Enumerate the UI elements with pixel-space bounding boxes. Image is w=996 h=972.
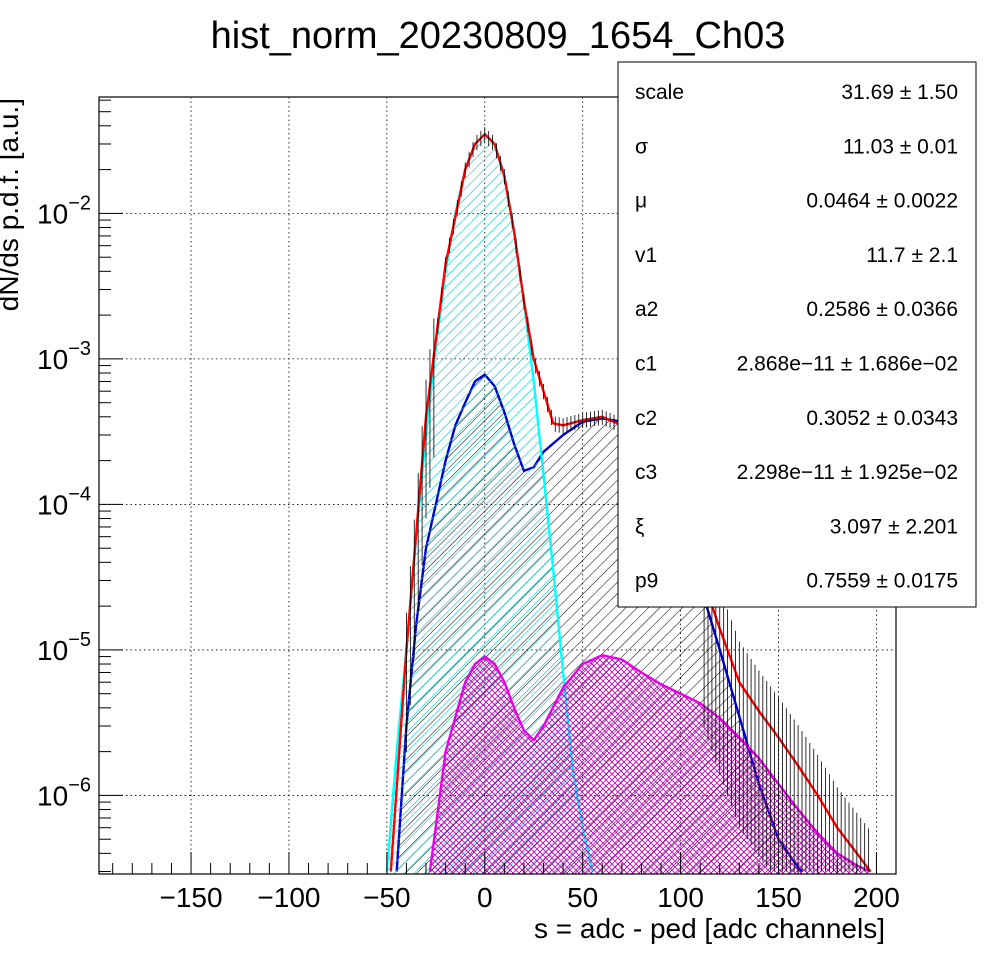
stats-box-frame [617,61,977,608]
stats-param-name: c3 [635,461,657,484]
stats-param-value: 0.3052 ± 0.0343 [806,407,958,430]
stats-box: scale 31.69 ± 1.50 σ 11.03 ± 0.01 μ 0.0464 ± … [617,61,977,608]
y-axis-label: dN/ds p.d.f. [a.u.] [0,98,24,311]
stats-param-name: v1 [635,244,657,267]
stats-param-name: μ [635,190,647,213]
stats-param-value: 0.2586 ± 0.0366 [806,298,958,321]
x-tick-label: −100 [257,882,320,913]
stats-rows: scale 31.69 ± 1.50 σ 11.03 ± 0.01 μ 0.0464 ± … [635,81,958,593]
stats-param-name: c1 [635,353,657,376]
y-axis-ticks: 10−2 10−3 10−4 10−5 10−6 [37,99,123,873]
stats-param-value: 11.03 ± 0.01 [843,135,958,158]
x-tick-label: 50 [567,882,598,913]
x-tick-label: 200 [853,882,900,913]
x-tick-label: 0 [477,882,493,913]
x-tick-label: 150 [755,882,802,913]
y-tick-label: 10−6 [37,774,91,811]
stats-param-value: 2.298e−11 ± 1.925e−02 [737,461,958,484]
stats-param-value: 2.868e−11 ± 1.686e−02 [737,353,958,376]
x-tick-label: 100 [657,882,704,913]
x-axis-ticks: −150 −100 −50 0 50 100 150 200 [112,852,900,913]
y-tick-label: 10−4 [37,483,91,520]
stats-param-value: 0.7559 ± 0.0175 [806,570,958,593]
stats-param-name: σ [635,135,648,158]
y-tick-label: 10−3 [37,338,91,375]
data-error-bars [406,127,869,872]
series-line [428,654,871,873]
x-axis-label: s = adc - ped [adc channels] [534,913,885,944]
x-tick-label: −150 [159,882,222,913]
stats-param-name: ξ [635,515,644,538]
y-tick-label: 10−5 [37,629,91,666]
stats-param-value: 11.7 ± 2.1 [866,244,958,267]
stats-param-name: p9 [635,570,658,593]
stats-param-value: 0.0464 ± 0.0022 [806,190,958,213]
series-fill [386,134,593,874]
series-layer [385,133,872,874]
series-fill [429,655,871,874]
stats-param-name: a2 [635,298,658,321]
stats-param-name: scale [635,81,684,104]
y-tick-label: 10−2 [37,192,91,229]
chart-title: hist_norm_20230809_1654_Ch03 [211,15,786,57]
stats-param-name: c2 [635,407,657,430]
stats-param-value: 31.69 ± 1.50 [841,81,958,104]
x-tick-label: −50 [363,882,411,913]
stats-param-value: 3.097 ± 2.201 [830,515,958,538]
